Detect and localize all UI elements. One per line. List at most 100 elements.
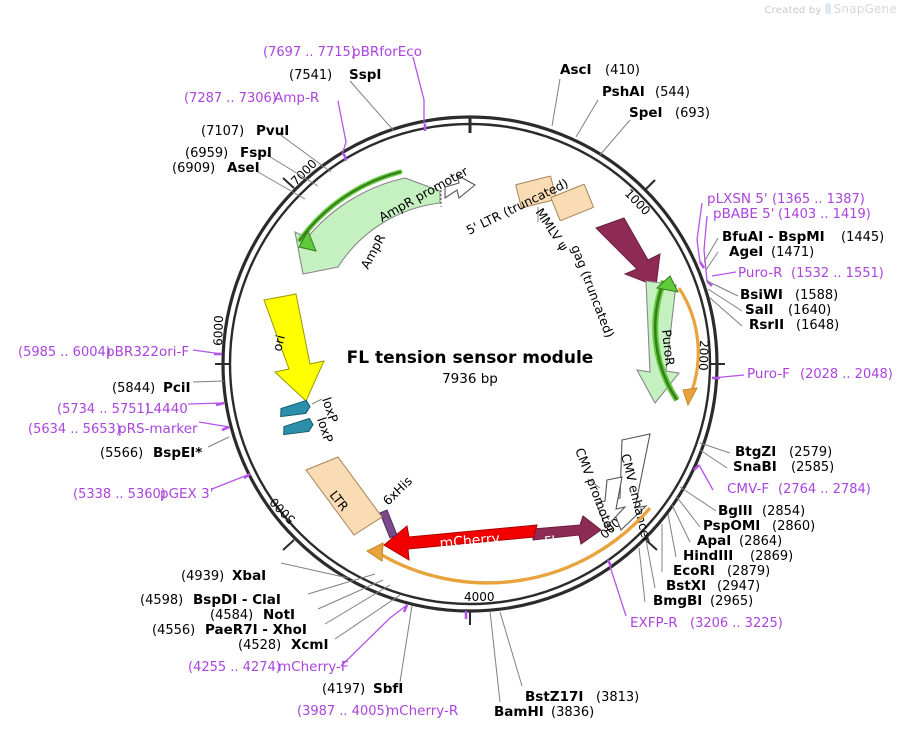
- primer-range-amp-r: (7287 .. 7306): [184, 91, 277, 106]
- primer-name-mcherry-r: mCherry-R: [386, 703, 458, 719]
- primer-name-puro-f: Puro-F: [747, 366, 790, 382]
- site-name-sbfi: SbfI: [373, 681, 403, 697]
- primer-name-plxsn5: pLXSN 5': [707, 191, 768, 207]
- site-name-bamhi: BamHI: [494, 704, 544, 720]
- site-name-xbai: XbaI: [232, 568, 266, 584]
- site-pos-bfuai-bspmi: (1445): [841, 230, 884, 245]
- feature-label-6xhis: 6xHis: [380, 473, 415, 508]
- label-group-bottom-left: (3987 .. 4005) mCherry-R (4197) SbfI (42…: [140, 568, 458, 719]
- feature-mcherry: mCherry: [383, 524, 538, 561]
- site-pos-pshai: (544): [655, 85, 690, 100]
- site-name-apai: ApaI: [697, 533, 731, 549]
- site-pos-bglii: (2854): [762, 504, 805, 519]
- site-name-asei: AseI: [227, 160, 260, 176]
- site-name-bglii: BglII: [718, 503, 753, 519]
- site-pos-rsrii: (1648): [796, 318, 839, 333]
- primer-range-l4440: (5734 .. 5751): [57, 402, 150, 417]
- leader-lines: [187, 56, 745, 703]
- site-pos-xbai: (4939): [181, 569, 224, 584]
- feature-label-fl: FL: [543, 533, 560, 550]
- site-pos-snabi: (2585): [791, 460, 834, 475]
- site-name-ecori: EcoRI: [673, 563, 715, 579]
- watermark-brand: SnapGene: [833, 2, 897, 16]
- site-name-hindiii: HindIII: [683, 548, 733, 564]
- site-pos-apai: (2864): [739, 534, 782, 549]
- plasmid-name: FL tension sensor module: [347, 348, 594, 368]
- site-pos-hindiii: (2869): [750, 549, 793, 564]
- site-pos-bsiwi: (1588): [795, 288, 838, 303]
- primer-range-pbr322ori-f: (5985 .. 6004): [18, 345, 111, 360]
- site-pos-sbfi: (4197): [322, 682, 365, 697]
- feature-label-ori: ori: [269, 333, 287, 352]
- feature-ltr: LTR: [305, 456, 383, 536]
- watermark-prefix: Created by: [764, 5, 822, 16]
- site-name-bmgbi: BmgBI: [653, 593, 702, 609]
- site-pos-bstxi: (2947): [717, 579, 760, 594]
- orange-transcript-arc: [366, 506, 652, 585]
- site-name-paer7i-xhoi: PaeR7I - XhoI: [205, 622, 307, 638]
- primer-name-pbrforeco: pBRforEco: [352, 44, 422, 60]
- primer-name-exfp-r: EXFP-R: [630, 615, 678, 631]
- primer-range-mcherry-r: (3987 .. 4005): [297, 704, 390, 719]
- site-name-asci: AscI: [560, 62, 592, 78]
- primer-range-pbrforeco: (7697 .. 7715): [263, 45, 356, 60]
- feature-label-gag: gag (truncated): [568, 243, 617, 340]
- primer-name-puro-r: Puro-R: [738, 265, 782, 281]
- site-pos-sali: (1640): [788, 303, 831, 318]
- site-pos-asci: (410): [605, 63, 640, 78]
- feature-label-mcherry: mCherry: [439, 531, 501, 552]
- site-pos-spei: (693): [675, 106, 710, 121]
- ruler-tick-4000: 4000: [464, 590, 495, 604]
- site-pos-agei: (1471): [771, 245, 814, 260]
- site-pos-bspei: (5566): [100, 446, 143, 461]
- primer-name-mcherry-f: mCherry-F: [278, 659, 349, 675]
- label-group-left: (5338 .. 5360) pGEX 3' (5566) BspEI* (56…: [18, 344, 213, 502]
- ruler-tick-6000: 6000: [211, 315, 226, 346]
- feature-loxp-1: loxP: [280, 395, 341, 425]
- primer-name-amp-r: Amp-R: [274, 90, 319, 106]
- site-name-bstxi: BstXI: [666, 578, 706, 594]
- primer-range-prs-marker: (5634 .. 5653): [28, 422, 121, 437]
- site-pos-fspi: (6959): [185, 146, 228, 161]
- primer-name-pbabe5: pBABE 5': [713, 206, 774, 222]
- primer-name-l4440: L4440: [146, 401, 188, 417]
- site-name-noti: NotI: [263, 607, 295, 623]
- label-group-bottom: BstZ17I (3813) BamHI (3836): [494, 689, 639, 720]
- site-name-bsiwi: BsiWI: [740, 287, 783, 303]
- site-pos-pvui: (7107): [201, 124, 244, 139]
- site-name-pshai: PshAI: [602, 84, 645, 100]
- site-pos-btgzi: (2579): [789, 445, 832, 460]
- label-group-right-lower: BtgZI (2579) SnaBI (2585) CMV-F (2764 ..…: [630, 444, 871, 631]
- site-pos-bmgbi: (2965): [710, 594, 753, 609]
- site-name-btgzi: BtgZI: [735, 444, 776, 460]
- label-group-right: pLXSN 5' (1365 .. 1387) pBABE 5' (1403 .…: [707, 191, 893, 382]
- site-pos-pcii: (5844): [112, 381, 155, 396]
- primer-range-puro-r: (1532 .. 1551): [791, 266, 884, 281]
- site-pos-noti: (4584): [210, 608, 253, 623]
- site-pos-bamhi: (3836): [551, 705, 594, 720]
- primer-range-pbabe5: (1403 .. 1419): [778, 207, 871, 222]
- site-name-fspi: FspI: [240, 145, 272, 161]
- primer-range-exfp-r: (3206 .. 3225): [690, 616, 783, 631]
- site-pos-bstz17i: (3813): [596, 690, 639, 705]
- site-name-bspdi-clai: BspDI - ClaI: [193, 592, 281, 608]
- site-name-spei: SpeI: [629, 105, 663, 121]
- site-pos-ecori: (2879): [727, 564, 770, 579]
- site-name-agei: AgeI: [729, 244, 763, 260]
- primer-range-plxsn5: (1365 .. 1387): [772, 192, 865, 207]
- feature-6xhis: 6xHis: [379, 473, 415, 539]
- site-pos-pspomi: (2860): [772, 519, 815, 534]
- feature-puror: PuroR: [635, 275, 700, 407]
- snapgene-logo-icon: [824, 3, 831, 14]
- feature-gag: gag (truncated): [568, 217, 661, 340]
- feature-loxp-2: loxP: [283, 415, 336, 445]
- site-name-pvui: PvuI: [256, 123, 289, 139]
- plasmid-size: 7936 bp: [442, 371, 498, 387]
- site-name-sspi: SspI: [349, 67, 381, 83]
- primer-range-pgex3: (5338 .. 5360): [73, 487, 166, 502]
- site-pos-asei: (6909): [172, 161, 215, 176]
- feature-label-puror: PuroR: [659, 329, 678, 367]
- site-name-xcmi: XcmI: [291, 637, 329, 653]
